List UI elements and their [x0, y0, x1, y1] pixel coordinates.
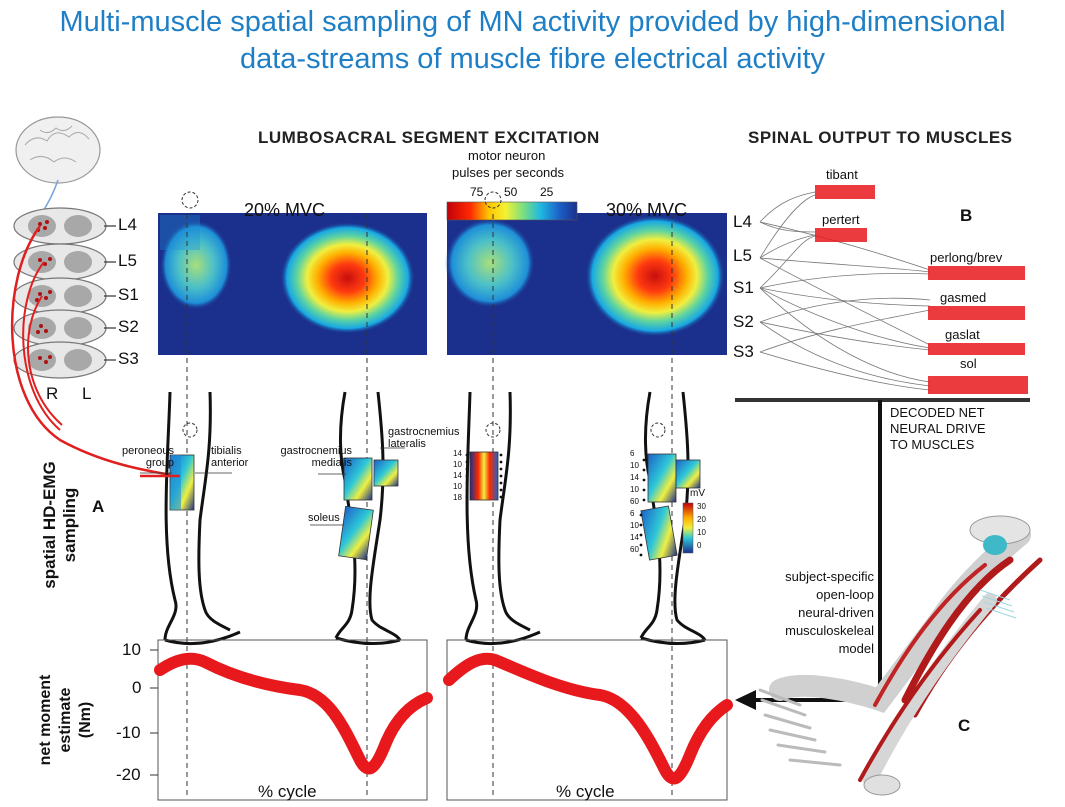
spinal-cord-segments	[12, 208, 178, 476]
label-gastrocnemius-lateralis: gastrocnemius lateralis	[388, 426, 460, 450]
panel-letter-b: B	[960, 206, 972, 226]
muscle-label-sol: sol	[960, 356, 977, 371]
emg-colorbar-unit: mV	[690, 488, 705, 499]
moment-xlabel-left: % cycle	[258, 782, 317, 802]
moment-tick-neg10: -10	[116, 723, 141, 743]
output-level-s1: S1	[733, 278, 754, 298]
colorbar-tick-50: 50	[504, 185, 517, 199]
emg-colorbar-ticks: 30 20 10 0	[697, 500, 706, 552]
output-level-s3: S3	[733, 342, 754, 362]
spinal-level-s2: S2	[118, 317, 139, 337]
label-tibialis-anterior: tibialis anterior	[211, 445, 248, 469]
moment-tick-neg20: -20	[116, 765, 141, 785]
moment-curve-20-mvc	[160, 659, 427, 769]
muscle-label-perlong: perlong/brev	[930, 250, 1002, 265]
spinal-level-l5: L5	[118, 251, 137, 271]
colorbar-tick-25: 25	[540, 185, 553, 199]
colorbar-tick-75: 75	[470, 185, 483, 199]
moment-xlabel-right: % cycle	[556, 782, 615, 802]
moment-curve-30-mvc	[449, 659, 727, 779]
label-soleus: soleus	[308, 512, 340, 524]
panel-letter-c: C	[958, 716, 970, 736]
heatmap-20-mvc	[158, 213, 427, 355]
label-gastrocnemius-medialis: gastrocnemius medialis	[268, 445, 352, 469]
output-level-s2: S2	[733, 312, 754, 332]
electrode-numbers-left: 14 10 14 10 18	[453, 448, 462, 503]
hdemg-axis-label: spatial HD-EMG sampling	[40, 425, 80, 625]
heatmap-left-title: 20% MVC	[244, 200, 325, 221]
side-label-right: R	[46, 384, 58, 404]
muscle-label-pertert: pertert	[822, 212, 860, 227]
spinal-level-l4: L4	[118, 215, 137, 235]
model-description: subject-specific open-loop neural-driven…	[760, 568, 874, 658]
emg-electrode-patches	[170, 452, 700, 560]
spinal-level-s1: S1	[118, 285, 139, 305]
moment-tick-0: 0	[132, 678, 141, 698]
brain-illustration	[16, 117, 100, 216]
muscle-label-gaslat: gaslat	[945, 327, 980, 342]
output-arrow-head	[735, 690, 756, 710]
colorbar-label-2: pulses per seconds	[452, 165, 564, 180]
colorbar-label-1: motor neuron	[468, 148, 545, 163]
panel-letter-a: A	[92, 497, 104, 517]
electrode-numbers-right: 6 10 14 10 60 6 10 14 60	[630, 448, 639, 556]
heatmap-right-title: 30% MVC	[606, 200, 687, 221]
moment-tick-10: 10	[122, 640, 141, 660]
moment-y-axis-label: net moment estimate (Nm)	[36, 640, 96, 800]
output-level-l4: L4	[733, 212, 752, 232]
decoded-drive-label: DECODED NET NEURAL DRIVE TO MUSCLES	[890, 405, 986, 453]
motor-neuron-colorbar	[447, 202, 577, 220]
muscle-label-tibant: tibant	[826, 167, 858, 182]
spinal-level-s3: S3	[118, 349, 139, 369]
heatmap-30-mvc	[445, 213, 727, 355]
output-level-l5: L5	[733, 246, 752, 266]
label-peroneous-group: peroneous group	[104, 445, 174, 469]
muscle-label-gasmed: gasmed	[940, 290, 986, 305]
side-label-left: L	[82, 384, 91, 404]
